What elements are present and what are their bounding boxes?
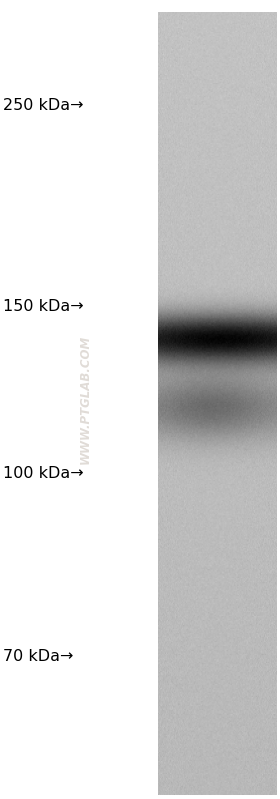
Text: WWW.PTGLAB.COM: WWW.PTGLAB.COM: [79, 335, 92, 464]
Text: 250 kDa→: 250 kDa→: [3, 98, 83, 113]
Text: 100 kDa→: 100 kDa→: [3, 466, 83, 480]
Text: 150 kDa→: 150 kDa→: [3, 299, 83, 313]
Text: 70 kDa→: 70 kDa→: [3, 650, 73, 664]
